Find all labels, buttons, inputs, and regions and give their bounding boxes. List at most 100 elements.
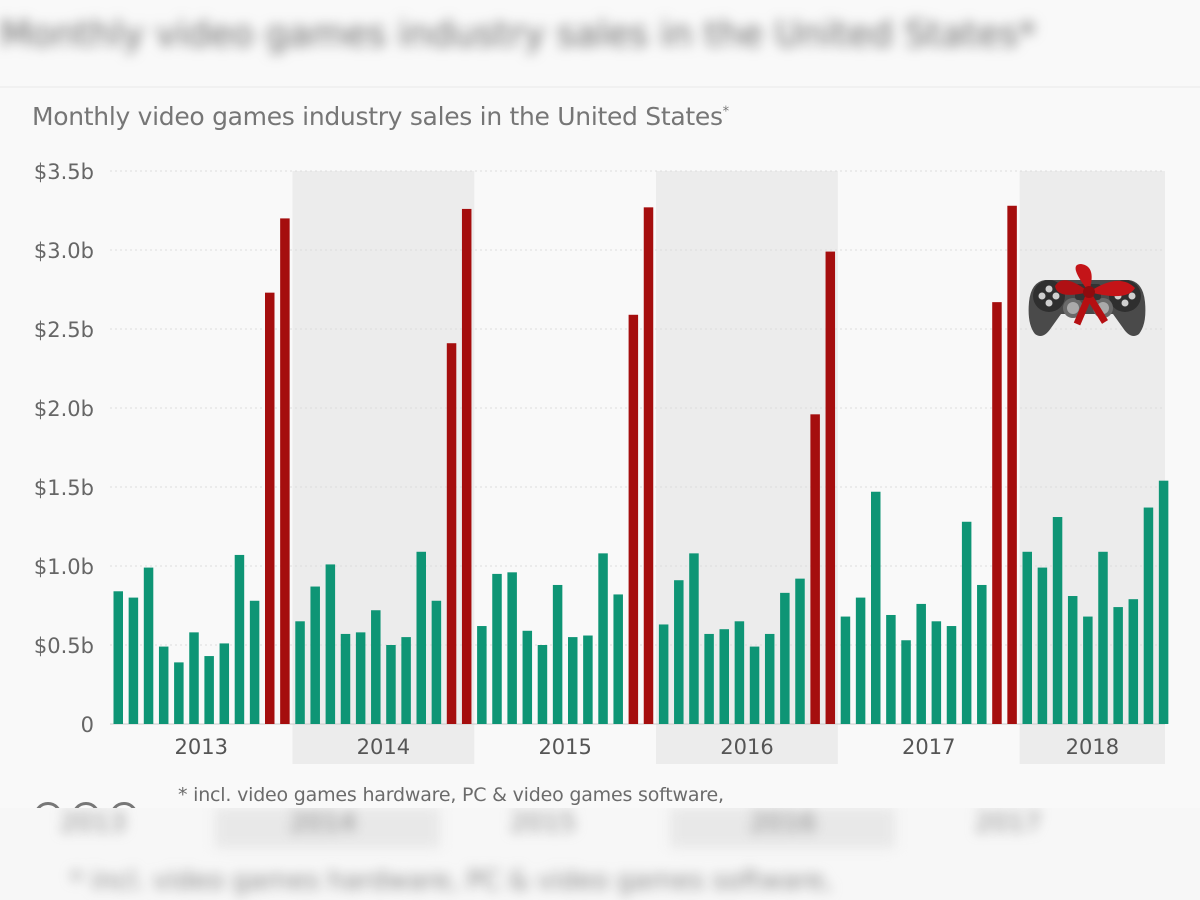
- x-tick-label: 2018: [1066, 735, 1119, 759]
- x-tick-label: 2016: [720, 735, 773, 759]
- blurred-year-label: 2013: [60, 808, 127, 838]
- bar-2013-09: [234, 554, 245, 724]
- year-band: [656, 171, 838, 764]
- footnote: * incl. video games hardware, PC & video…: [178, 784, 724, 806]
- bar-2015-09: [598, 553, 608, 724]
- blurred-footer: 2013 2014 2015 2016 2017 * incl. video g…: [0, 808, 1200, 900]
- bar-2013-04: [158, 646, 169, 724]
- bar-2016-02: [674, 580, 684, 724]
- bar-2013-10: [249, 600, 260, 724]
- bar-2013-08: [219, 643, 230, 724]
- bow-knot: [1083, 286, 1095, 298]
- y-tick-label: $3.0b: [34, 239, 94, 263]
- bar-2016-12: [825, 251, 836, 724]
- bar-2017-05: [901, 640, 911, 724]
- bar-2014-11: [446, 343, 457, 724]
- bar-2018-08: [1128, 599, 1139, 724]
- y-tick-label: 0: [81, 713, 94, 737]
- x-tick-label: 2015: [538, 735, 591, 759]
- bar-2015-03: [507, 572, 517, 724]
- bar-2013-05: [174, 662, 184, 724]
- bar-2015-04: [522, 630, 533, 724]
- y-tick-label: $2.5b: [34, 318, 94, 342]
- y-tick-label: $1.5b: [34, 476, 94, 500]
- bar-2015-12: [643, 207, 654, 725]
- bar-2018-07: [1113, 607, 1123, 724]
- bar-2014-02: [310, 586, 320, 724]
- bar-2014-06: [371, 610, 381, 724]
- gamepad-with-bow-icon: [1028, 264, 1146, 336]
- bar-2014-10: [431, 600, 442, 724]
- bar-2016-03: [689, 553, 699, 724]
- blurred-year-label: 2015: [510, 808, 577, 838]
- bar-2018-02: [1037, 567, 1048, 724]
- subtitle-footnote-marker: *: [722, 104, 730, 120]
- blurred-band: [670, 808, 895, 848]
- x-tick-label: 2014: [357, 735, 410, 759]
- x-tick-label: 2013: [175, 735, 228, 759]
- y-tick-label: $2.0b: [34, 397, 94, 421]
- bow-right-wing: [1089, 280, 1135, 297]
- year-band: [292, 171, 475, 764]
- bar-2017-04: [886, 614, 896, 724]
- bar-2018-06: [1098, 551, 1108, 724]
- bar-2017-12: [1007, 205, 1017, 724]
- bar-2018-01: [1022, 551, 1032, 724]
- subtitle-text: Monthly video games industry sales in th…: [32, 102, 723, 131]
- bar-2016-07: [749, 646, 760, 724]
- blurred-footnote: * incl. video games hardware, PC & video…: [70, 866, 833, 896]
- bar-2016-08: [764, 633, 775, 724]
- y-tick-label: $1.0b: [34, 555, 94, 579]
- bar-2017-03: [871, 491, 881, 724]
- bow-left-loop: [1075, 264, 1092, 292]
- bar-2013-06: [189, 632, 199, 724]
- bar-2014-12: [461, 208, 472, 725]
- blurred-year-label: 2014: [290, 808, 357, 838]
- bar-2015-01: [477, 626, 487, 724]
- bow-ribbon: [1073, 294, 1108, 326]
- bar-2015-02: [492, 573, 502, 724]
- bar-2013-07: [204, 656, 214, 724]
- bar-2018-05: [1083, 616, 1093, 724]
- bar-2014-04: [340, 633, 351, 724]
- bar-2013-12: [280, 218, 290, 724]
- bar-2016-04: [704, 633, 714, 724]
- header-divider: [0, 86, 1200, 88]
- bar-2016-05: [719, 629, 729, 724]
- bar-2018-09: [1143, 507, 1154, 724]
- x-tick-label: 2017: [902, 735, 955, 759]
- bar-2015-08: [583, 635, 593, 724]
- bar-2013-02: [128, 597, 139, 724]
- bar-2014-08: [401, 637, 411, 724]
- bar-2013-11: [265, 292, 275, 724]
- blurred-band: [215, 808, 440, 848]
- bar-2017-09: [961, 521, 972, 724]
- bar-2018-04: [1067, 596, 1078, 724]
- bar-2015-10: [613, 594, 623, 724]
- bar-2016-10: [795, 578, 805, 724]
- bar-2017-10: [977, 584, 987, 724]
- bar-2015-06: [552, 584, 563, 724]
- bar-2014-05: [355, 632, 366, 724]
- blurred-year-label: 2016: [750, 808, 817, 838]
- bar-2013-03: [143, 567, 154, 724]
- chart-subtitle: Monthly video games industry sales in th…: [32, 102, 729, 131]
- bar-2017-08: [946, 626, 957, 724]
- blurred-header: Monthly video games industry sales in th…: [0, 0, 1200, 88]
- bar-2017-01: [840, 616, 851, 724]
- bar-2016-09: [780, 592, 790, 724]
- bar-2018-03: [1052, 517, 1063, 724]
- bar-2017-06: [916, 603, 926, 724]
- bar-2014-07: [386, 645, 396, 724]
- bar-2015-11: [628, 314, 639, 724]
- bow-left-wing: [1055, 280, 1089, 295]
- bar-2016-06: [734, 621, 745, 724]
- blurred-year-label: 2017: [975, 808, 1042, 838]
- bar-2014-09: [416, 551, 426, 724]
- y-tick-label: $0.5b: [34, 634, 94, 658]
- bar-2014-03: [325, 564, 336, 724]
- bar-2016-11: [810, 414, 820, 724]
- bar-2018-10: [1158, 480, 1169, 724]
- bar-2014-01: [295, 621, 305, 724]
- bar-2015-07: [568, 637, 578, 724]
